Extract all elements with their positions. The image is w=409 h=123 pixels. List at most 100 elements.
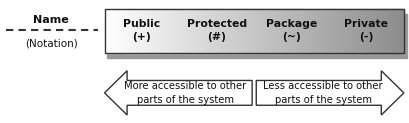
Bar (191, 9, 192, 53)
Bar (129, 9, 130, 53)
Bar (335, 9, 337, 53)
Bar (258, 9, 260, 53)
Bar (308, 9, 310, 53)
Bar (356, 9, 357, 53)
Bar (117, 9, 119, 53)
Bar (386, 9, 387, 53)
Bar (203, 9, 204, 53)
Text: Less accessible to other
parts of the system: Less accessible to other parts of the sy… (263, 81, 382, 105)
Bar (157, 9, 158, 53)
Bar (381, 9, 382, 53)
Bar (126, 9, 128, 53)
Bar (138, 9, 139, 53)
Bar (334, 9, 336, 53)
Bar (118, 9, 120, 53)
Bar (377, 9, 378, 53)
Bar (162, 9, 164, 53)
Bar (230, 9, 231, 53)
Bar (276, 9, 278, 53)
Bar (222, 9, 223, 53)
Bar (225, 9, 226, 53)
Bar (144, 9, 146, 53)
Bar (193, 9, 194, 53)
Bar (366, 9, 367, 53)
Bar (187, 9, 188, 53)
Bar (319, 9, 321, 53)
Bar (317, 9, 319, 53)
Bar (326, 9, 328, 53)
Bar (229, 9, 230, 53)
Bar (372, 9, 373, 53)
Text: (Notation): (Notation) (25, 38, 77, 48)
Bar (231, 9, 233, 53)
Bar (263, 9, 264, 53)
Bar (341, 9, 343, 53)
Bar (192, 9, 193, 53)
Bar (347, 9, 348, 53)
Bar (306, 9, 307, 53)
Bar (395, 9, 396, 53)
Bar (284, 9, 286, 53)
Bar (329, 9, 330, 53)
Bar (224, 9, 225, 53)
Bar (140, 9, 142, 53)
Bar (392, 9, 393, 53)
Bar (299, 9, 300, 53)
Bar (267, 9, 269, 53)
Bar (294, 9, 296, 53)
Bar (307, 9, 309, 53)
Bar (340, 9, 342, 53)
Bar (190, 9, 191, 53)
Bar (383, 9, 384, 53)
Bar (382, 9, 383, 53)
Bar (240, 9, 242, 53)
Bar (297, 9, 298, 53)
Bar (389, 9, 390, 53)
Bar (121, 9, 123, 53)
Bar (247, 9, 249, 53)
Bar (107, 14, 406, 58)
Bar (228, 9, 229, 53)
Text: Protected
(#): Protected (#) (186, 19, 246, 42)
Bar (209, 9, 210, 53)
Bar (402, 9, 403, 53)
Bar (270, 9, 271, 53)
Bar (361, 9, 362, 53)
Bar (195, 9, 196, 53)
Bar (359, 9, 360, 53)
Bar (160, 9, 162, 53)
Bar (251, 9, 252, 53)
Bar (267, 9, 268, 53)
Bar (199, 9, 200, 53)
Bar (184, 9, 185, 53)
Bar (120, 9, 121, 53)
Text: More accessible to other
parts of the system: More accessible to other parts of the sy… (124, 81, 246, 105)
Bar (146, 9, 148, 53)
Bar (283, 9, 285, 53)
Bar (263, 9, 265, 53)
Bar (189, 9, 190, 53)
Bar (125, 9, 127, 53)
Bar (112, 9, 114, 53)
Bar (207, 9, 208, 53)
Bar (104, 9, 106, 53)
Bar (312, 9, 314, 53)
Bar (122, 9, 124, 53)
Bar (134, 9, 135, 53)
Bar (153, 9, 155, 53)
Bar (173, 9, 174, 53)
Bar (399, 9, 400, 53)
Bar (172, 9, 173, 53)
Bar (212, 9, 213, 53)
Bar (109, 9, 111, 53)
Bar (295, 9, 297, 53)
Bar (279, 9, 280, 53)
Bar (306, 9, 308, 53)
Bar (243, 9, 244, 53)
Bar (288, 9, 289, 53)
Bar (114, 9, 116, 53)
Bar (364, 9, 366, 53)
Bar (143, 9, 144, 53)
Bar (136, 9, 137, 53)
Bar (358, 9, 360, 53)
